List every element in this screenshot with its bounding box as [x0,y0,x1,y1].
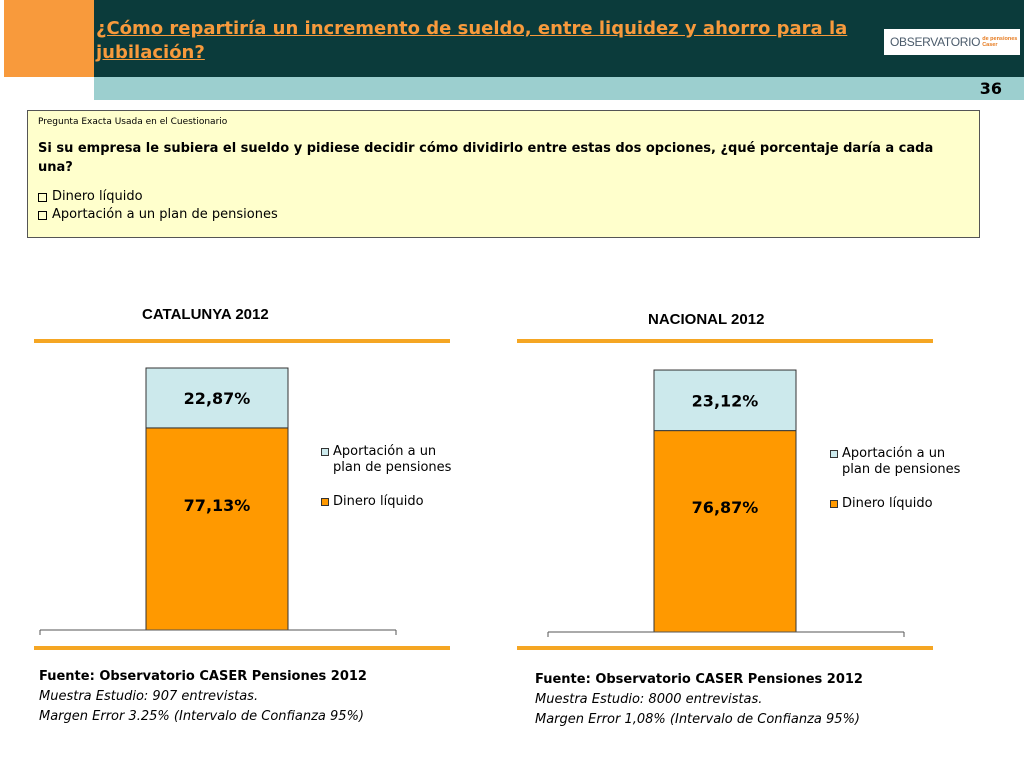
chart-bottom-rule [517,646,933,650]
header-band [94,77,1024,100]
chart-title-catalunya: CATALUNYA 2012 [142,306,269,323]
legend-nacional: Aportación a un plan de pensiones Dinero… [830,446,972,530]
question-text: Si su empresa le subiera el sueldo y pid… [38,141,934,175]
chart-bottom-rule [34,646,450,650]
source-sample: Muestra Estudio: 907 entrevistas. [39,689,259,704]
data-label: 76,87% [692,498,759,517]
source-nacional: Fuente: Observatorio CASER Pensiones 201… [535,670,863,730]
chart-top-rule [517,339,933,343]
source-sample: Muestra Estudio: 8000 entrevistas. [535,692,763,707]
legend-item-dinero: Dinero líquido [830,496,972,512]
legend-swatch [321,498,329,506]
checkbox-icon [38,210,47,220]
legend-catalunya: Aportación a un plan de pensiones Dinero… [321,444,463,528]
logo-subtext: de pensiones Caser [982,36,1018,48]
logo-text: OBSERVATORIO [890,35,981,49]
source-margin: Margen Error 3.25% (Intervalo de Confian… [39,709,364,724]
bar-segment [145,367,289,429]
data-label: 22,87% [184,389,251,408]
bar-segment [653,430,797,633]
chart-top-rule [34,339,450,343]
header-accent-block [4,0,94,77]
page-title: ¿Cómo repartiría un incremento de sueldo… [96,18,848,63]
legend-item-dinero: Dinero líquido [321,494,463,510]
source-catalunya: Fuente: Observatorio CASER Pensiones 201… [39,667,367,727]
bar-segment [145,427,289,631]
question-box: Pregunta Exacta Usada en el Cuestionario… [27,110,980,238]
checkbox-icon [38,192,47,202]
source-margin: Margen Error 1,08% (Intervalo de Confian… [535,712,860,727]
chart-title-nacional: NACIONAL 2012 [648,311,765,328]
header-bar [94,0,1024,77]
chart-nacional: 76,87% 23,12% [547,369,905,637]
legend-swatch [321,448,329,456]
legend-swatch [830,500,838,508]
chart-catalunya: 77,13% 22,87% [39,367,397,635]
observatorio-logo: OBSERVATORIO de pensiones Caser [884,29,1020,55]
data-label: 77,13% [184,496,251,515]
question-caption: Pregunta Exacta Usada en el Cuestionario [38,117,228,127]
data-label: 23,12% [692,391,759,410]
legend-item-aportacion: Aportación a un plan de pensiones [830,446,972,478]
bar-segment [653,369,797,432]
page-number: 36 [979,79,1002,98]
source-title: Fuente: Observatorio CASER Pensiones 201… [535,672,863,687]
question-option: Dinero líquido [38,188,969,206]
question-option: Aportación a un plan de pensiones [38,206,969,224]
legend-item-aportacion: Aportación a un plan de pensiones [321,444,463,476]
legend-swatch [830,450,838,458]
source-title: Fuente: Observatorio CASER Pensiones 201… [39,669,367,684]
